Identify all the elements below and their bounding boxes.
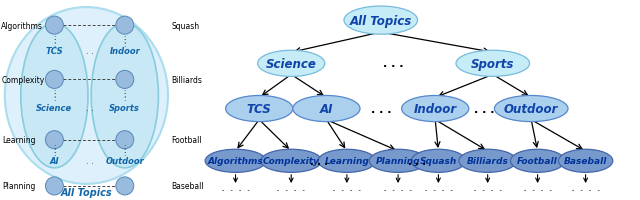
Text: - - - -: - - - - xyxy=(332,186,362,192)
Ellipse shape xyxy=(116,17,134,35)
Ellipse shape xyxy=(92,24,159,168)
Text: Baseball: Baseball xyxy=(172,182,204,190)
Ellipse shape xyxy=(45,177,63,195)
Ellipse shape xyxy=(116,131,134,149)
Text: . . .: . . . xyxy=(310,156,328,166)
Ellipse shape xyxy=(21,24,88,168)
Text: . . .: . . . xyxy=(383,59,403,69)
Text: Complexity: Complexity xyxy=(1,76,45,84)
Text: :
:
:: : : : xyxy=(53,144,56,156)
Text: Indoor: Indoor xyxy=(413,103,457,115)
Text: Planning: Planning xyxy=(2,182,35,190)
Text: Billiards: Billiards xyxy=(172,76,202,84)
Text: TCS: TCS xyxy=(247,103,271,115)
Text: Outdoor: Outdoor xyxy=(504,103,558,115)
Text: :
:
:: : : : xyxy=(124,35,126,47)
Text: . . .: . . . xyxy=(474,104,494,114)
Text: . .: . . xyxy=(86,47,93,55)
Text: Football: Football xyxy=(172,136,202,144)
Text: Squash: Squash xyxy=(172,22,200,30)
Ellipse shape xyxy=(318,150,376,172)
Ellipse shape xyxy=(45,17,63,35)
Ellipse shape xyxy=(344,7,417,35)
Text: - - - -: - - - - xyxy=(383,186,413,192)
Text: Football: Football xyxy=(517,157,558,165)
Ellipse shape xyxy=(45,71,63,89)
Text: Science: Science xyxy=(266,58,317,70)
Text: :
:
:: : : : xyxy=(124,144,126,156)
Text: Indoor: Indoor xyxy=(109,47,140,55)
Ellipse shape xyxy=(511,150,565,172)
Text: Outdoor: Outdoor xyxy=(106,157,144,165)
Text: - - - -: - - - - xyxy=(571,186,600,192)
Text: All Topics: All Topics xyxy=(349,15,412,27)
Text: Baseball: Baseball xyxy=(564,157,607,165)
Text: AI: AI xyxy=(49,157,60,165)
Text: - - - -: - - - - xyxy=(523,186,552,192)
Text: :
:
:: : : : xyxy=(53,35,56,47)
Text: . .: . . xyxy=(86,104,93,112)
Text: TCS: TCS xyxy=(45,47,63,55)
Ellipse shape xyxy=(412,150,466,172)
Text: Algorithms: Algorithms xyxy=(1,22,43,30)
Ellipse shape xyxy=(116,71,134,89)
Ellipse shape xyxy=(292,96,360,122)
Text: Planning: Planning xyxy=(376,157,420,165)
Ellipse shape xyxy=(402,96,469,122)
Text: . . .: . . . xyxy=(371,104,391,114)
Text: All Topics: All Topics xyxy=(61,187,112,197)
Ellipse shape xyxy=(494,96,568,122)
Text: Sports: Sports xyxy=(109,104,140,112)
Ellipse shape xyxy=(459,150,516,172)
Ellipse shape xyxy=(5,8,168,184)
Text: . . .: . . . xyxy=(408,156,426,166)
Ellipse shape xyxy=(456,51,530,77)
Text: - - - -: - - - - xyxy=(473,186,502,192)
Text: . .: . . xyxy=(86,157,93,165)
Ellipse shape xyxy=(261,150,321,172)
Text: :
:
:: : : : xyxy=(124,89,126,101)
Ellipse shape xyxy=(116,177,134,195)
Ellipse shape xyxy=(205,150,266,172)
Text: Squash: Squash xyxy=(420,157,457,165)
Text: - - - -: - - - - xyxy=(276,186,306,192)
Ellipse shape xyxy=(257,51,325,77)
Ellipse shape xyxy=(226,96,293,122)
Text: AI: AI xyxy=(319,103,333,115)
Text: Billiards: Billiards xyxy=(467,157,509,165)
Text: - - - -: - - - - xyxy=(424,186,453,192)
Text: Learning: Learning xyxy=(2,136,35,144)
Text: Sports: Sports xyxy=(471,58,515,70)
Text: Science: Science xyxy=(36,104,72,112)
Text: Learning: Learning xyxy=(324,157,369,165)
Text: Complexity: Complexity xyxy=(263,157,319,165)
Text: :
:
:: : : : xyxy=(53,89,56,101)
Text: - - - -: - - - - xyxy=(221,186,250,192)
Ellipse shape xyxy=(45,131,63,149)
Text: Algorithms: Algorithms xyxy=(207,157,264,165)
Ellipse shape xyxy=(369,150,427,172)
Ellipse shape xyxy=(558,150,613,172)
